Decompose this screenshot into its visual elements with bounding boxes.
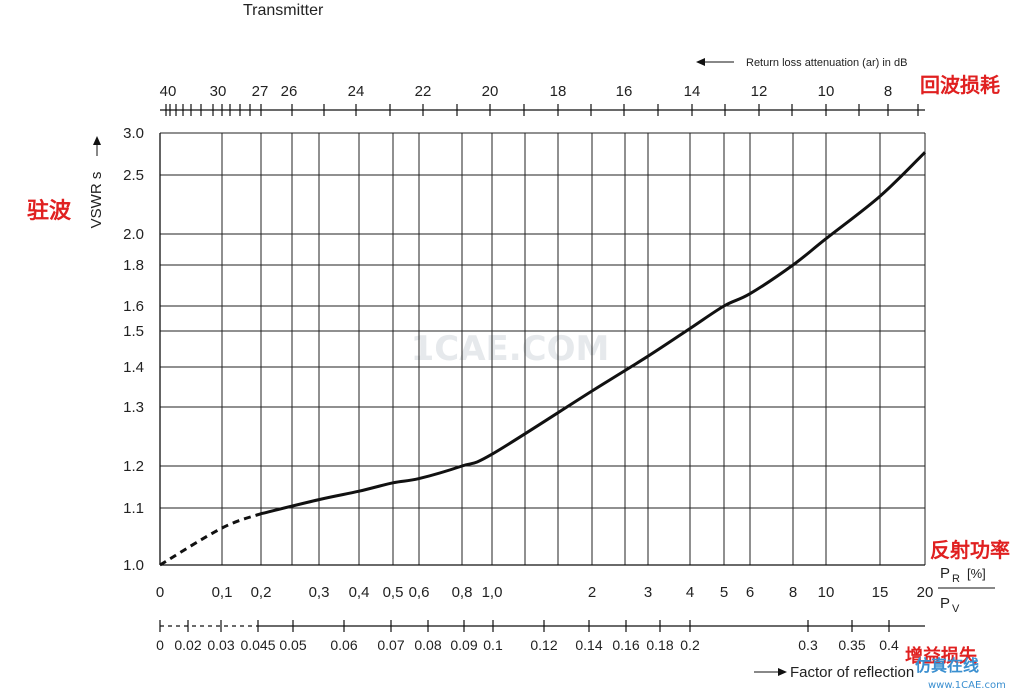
- top-axis-labels: 40 30 27 26 24 22 20 18 16 14 12 10 8: [160, 83, 893, 100]
- vswr-curve-solid: [260, 151, 927, 516]
- x-tick-label: 20: [917, 584, 934, 601]
- factor-axis-ticks: [159, 620, 890, 632]
- factor-tick-label: 0.07: [377, 637, 404, 653]
- factor-tick-label: 0.1: [483, 637, 503, 653]
- y-tick-label: 3.0: [123, 125, 144, 142]
- factor-tick-label: 0.12: [530, 637, 557, 653]
- factor-cn-label: 增益损失: [905, 645, 978, 667]
- y-tick-label: 1.3: [123, 399, 144, 416]
- logo-watermark: 仿真在线: [915, 656, 979, 675]
- x-tick-label: 10: [818, 584, 835, 601]
- logo-url: www.1CAE.com: [928, 680, 1006, 691]
- pv-denominator: P: [940, 595, 950, 612]
- pr-unit: [%]: [967, 566, 986, 581]
- factor-tick-label: 0.3: [798, 637, 818, 653]
- y-tick-label: 2.5: [123, 167, 144, 184]
- top-tick-label: 20: [482, 83, 499, 100]
- factor-tick-label: 0.08: [414, 637, 441, 653]
- vswr-arrow-head: [93, 136, 101, 145]
- factor-arrow-head: [778, 668, 787, 676]
- return-loss-cn-label: 回波损耗: [920, 73, 1000, 97]
- x-axis-labels: 0 0,1 0,2 0,3 0,4 0,5 0,6 0,8 1,0 2 3 4 5 6 8 10 15 20: [156, 584, 934, 601]
- factor-tick-label: 0.03: [207, 637, 234, 653]
- y-tick-label: 1.5: [123, 323, 144, 340]
- y-tick-label: 1.2: [123, 458, 144, 475]
- y-tick-label: 1.0: [123, 557, 144, 574]
- x-tick-label: 0,3: [309, 584, 330, 601]
- vswr-cn-label: 驻波: [27, 198, 72, 224]
- x-tick-label: 5: [720, 584, 728, 601]
- x-tick-label: 0,4: [349, 584, 370, 601]
- x-tick-label: 0,8: [452, 584, 473, 601]
- x-tick-label: 8: [789, 584, 797, 601]
- pv-subscript: V: [952, 603, 960, 615]
- top-tick-label: 22: [415, 83, 432, 100]
- y-tick-label: 1.6: [123, 298, 144, 315]
- factor-tick-label: 0.35: [838, 637, 865, 653]
- x-tick-label: 0: [156, 584, 164, 601]
- y-tick-label: 1.8: [123, 257, 144, 274]
- x-tick-label: 0,1: [212, 584, 233, 601]
- pr-numerator: P: [940, 565, 950, 582]
- x-tick-label: 0,2: [251, 584, 272, 601]
- x-tick-label: 2: [588, 584, 596, 601]
- pr-subscript: R: [952, 573, 960, 585]
- factor-tick-label: 0.02: [174, 637, 201, 653]
- y-axis-labels: 1.0 1.1 1.2 1.3 1.4 1.5 1.6 1.8 2.0 2.5 3.0: [123, 125, 144, 574]
- top-tick-label: 40: [160, 83, 177, 100]
- top-tick-label: 8: [884, 83, 892, 100]
- top-tick-label: 10: [818, 83, 835, 100]
- watermark-text: 1CAE.COM: [411, 329, 610, 369]
- return-loss-label: Return loss attenuation (ar) in dB: [746, 57, 907, 69]
- top-tick-label: 16: [616, 83, 633, 100]
- factor-tick-label: 0.05: [279, 637, 306, 653]
- vertical-gridlines: [221, 133, 926, 565]
- factor-tick-label: 0.045: [240, 637, 275, 653]
- y-tick-label: 1.4: [123, 359, 144, 376]
- factor-axis-labels: 0 0.02 0.03 0.045 0.05 0.06 0.07 0.08 0.09 0.1 0.1…: [156, 637, 899, 653]
- factor-tick-label: 0.4: [879, 637, 899, 653]
- top-axis-ticks: [165, 104, 919, 116]
- factor-tick-label: 0.16: [612, 637, 639, 653]
- transmitter-label: Transmitter: [243, 2, 324, 19]
- x-tick-label: 15: [872, 584, 889, 601]
- factor-tick-label: 0.18: [646, 637, 673, 653]
- top-tick-label: 30: [210, 83, 227, 100]
- factor-label: Factor of reflection: [790, 664, 914, 681]
- factor-tick-label: 0.09: [450, 637, 477, 653]
- y-tick-label: 1.1: [123, 500, 144, 517]
- x-tick-label: 0,6: [409, 584, 430, 601]
- factor-tick-label: 0: [156, 637, 164, 653]
- vswr-axis-label: VSWR s: [88, 172, 105, 229]
- x-tick-label: 4: [686, 584, 694, 601]
- return-loss-arrow-head: [696, 58, 705, 66]
- y-tick-label: 2.0: [123, 226, 144, 243]
- top-tick-label: 27: [252, 83, 269, 100]
- x-tick-label: 1,0: [482, 584, 503, 601]
- top-tick-label: 14: [684, 83, 701, 100]
- factor-tick-label: 0.14: [575, 637, 602, 653]
- x-tick-label: 6: [746, 584, 754, 601]
- vswr-curve-dashed: [159, 512, 262, 567]
- reflected-power-cn-label: 反射功率: [930, 538, 1010, 562]
- factor-tick-label: 0.06: [330, 637, 357, 653]
- top-tick-label: 12: [751, 83, 768, 100]
- top-tick-label: 24: [348, 83, 365, 100]
- top-tick-label: 26: [281, 83, 298, 100]
- factor-tick-label: 0.2: [680, 637, 700, 653]
- x-tick-label: 0,5: [383, 584, 404, 601]
- x-tick-label: 3: [644, 584, 652, 601]
- top-tick-label: 18: [550, 83, 567, 100]
